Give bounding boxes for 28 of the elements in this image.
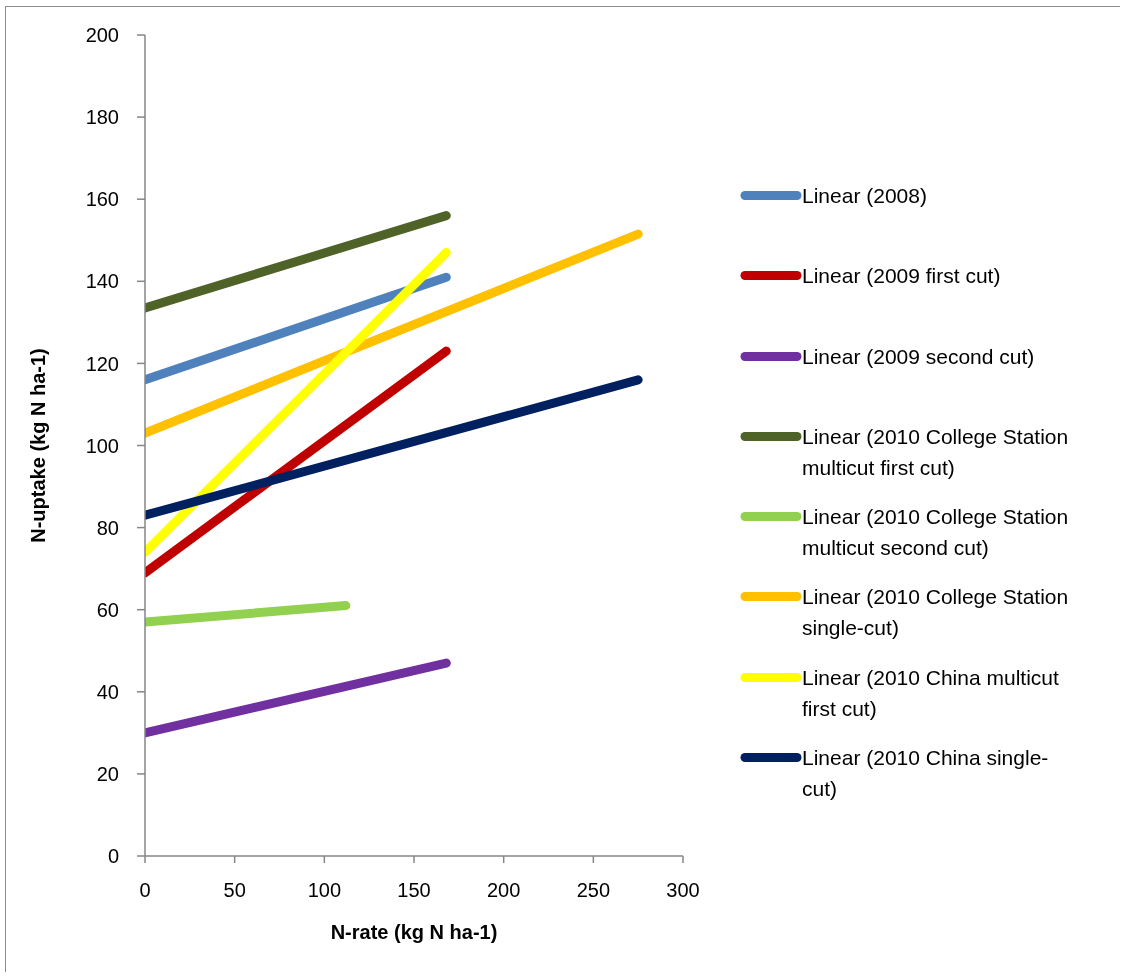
y-tick-label: 80 xyxy=(96,516,119,539)
x-tick-label: 300 xyxy=(666,879,700,902)
x-tick-label: 200 xyxy=(486,879,521,902)
legend-label: Linear (2009 second cut) xyxy=(802,343,1036,370)
legend-label: Linear (2009 first cut) xyxy=(802,263,1002,290)
y-axis-title: N-uptake (kg N ha-1) xyxy=(27,348,49,543)
x-tick-label: 150 xyxy=(397,879,431,902)
x-tick-label: 250 xyxy=(576,879,611,902)
y-tick-label: 120 xyxy=(85,352,119,375)
y-tick-label: 200 xyxy=(85,24,119,47)
y-tick-label: 60 xyxy=(96,598,119,621)
y-tick-label: 140 xyxy=(85,270,119,293)
legend-label: Linear (2010 China multicut first cut) xyxy=(802,664,1060,722)
y-tick-label: 180 xyxy=(85,106,119,129)
legend-label: Linear (2008) xyxy=(802,183,928,209)
x-axis-title: N-rate (kg N ha-1) xyxy=(330,921,498,943)
legend-label: Linear (2010 College Station multicut second cut) xyxy=(802,504,1070,562)
x-tick-label: 50 xyxy=(223,879,246,902)
legend-label: Linear (2010 College Station multicut first cut) xyxy=(802,423,1070,481)
legend-label: Linear (2010 China single-cut) xyxy=(802,745,1050,803)
x-tick-label: 100 xyxy=(307,879,342,902)
x-tick-label: 0 xyxy=(139,879,151,902)
y-tick-label: 40 xyxy=(96,680,119,703)
legend-label: Linear (2010 College Station single-cut) xyxy=(802,584,1070,642)
y-tick-label: 160 xyxy=(85,188,119,211)
y-tick-label: 100 xyxy=(85,434,119,457)
y-tick-label: 0 xyxy=(107,845,119,868)
y-tick-label: 20 xyxy=(96,763,119,785)
